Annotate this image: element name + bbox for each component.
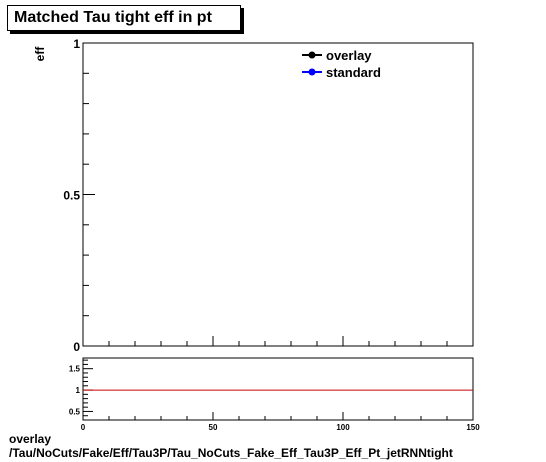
main-plot-frame (82, 42, 474, 347)
ratio-plot-panel: 0.5 1 1.5 0 50 100 150 (69, 357, 480, 432)
ratio-y-tick-label: 1.5 (69, 365, 81, 374)
legend-marker-overlay (308, 51, 316, 59)
legend-marker-standard (308, 68, 316, 76)
footer-line-1: overlay (9, 432, 52, 446)
ratio-plot-frame (82, 357, 474, 421)
main-plot-panel: 0 0.5 1 eff overlay standard (33, 37, 474, 354)
ratio-x-tick-label: 100 (336, 423, 350, 432)
chart-title-box: Matched Tau tight eff in pt (7, 5, 241, 31)
footer-caption: overlay /Tau/NoCuts/Fake/Eff/Tau3P/Tau_N… (9, 432, 453, 460)
ratio-x-tick-label: 150 (466, 423, 480, 432)
footer-line-2: /Tau/NoCuts/Fake/Eff/Tau3P/Tau_NoCuts_Fa… (9, 446, 453, 460)
legend-label-standard: standard (326, 65, 381, 80)
y-tick-label: 0 (73, 340, 80, 354)
ratio-x-tick-label: 50 (209, 423, 218, 432)
legend-label-overlay: overlay (326, 48, 372, 63)
chart-title: Matched Tau tight eff in pt (14, 9, 212, 26)
ratio-y-tick-label: 1 (76, 386, 81, 395)
y-tick-label: 1 (73, 37, 80, 51)
y-axis-label: eff (33, 46, 47, 62)
ratio-x-tick-label: 0 (81, 423, 86, 432)
y-tick-label: 0.5 (63, 189, 80, 203)
ratio-y-tick-label: 0.5 (69, 407, 81, 416)
